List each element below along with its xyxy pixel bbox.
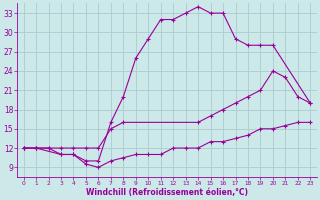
X-axis label: Windchill (Refroidissement éolien,°C): Windchill (Refroidissement éolien,°C)	[86, 188, 248, 197]
